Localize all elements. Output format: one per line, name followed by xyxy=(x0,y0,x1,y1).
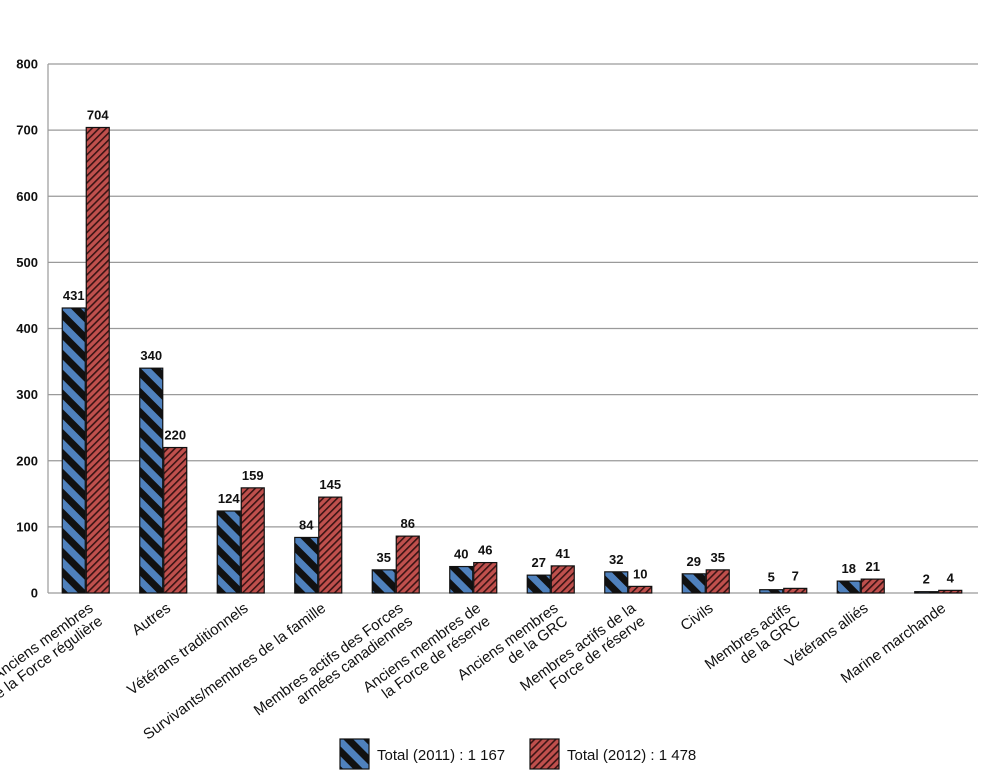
data-label: 21 xyxy=(866,559,880,574)
legend-label-2012: Total (2012) : 1 478 xyxy=(567,747,696,764)
data-label: 84 xyxy=(299,517,314,532)
bar-2012 xyxy=(240,487,265,594)
data-label: 40 xyxy=(454,547,468,562)
bar-2011 xyxy=(216,510,241,594)
data-label: 145 xyxy=(319,477,341,492)
y-tick-label: 600 xyxy=(16,189,38,204)
bar-2011 xyxy=(914,591,939,594)
bar-2012 xyxy=(85,126,110,594)
y-tick-label: 400 xyxy=(16,321,38,336)
data-label: 2 xyxy=(923,572,930,587)
x-category-label-line: Civils xyxy=(677,600,716,635)
bar-2012 xyxy=(783,587,808,594)
y-tick-label: 500 xyxy=(16,255,38,270)
bar-2011 xyxy=(449,565,474,594)
bar-2012 xyxy=(938,589,963,594)
data-label: 124 xyxy=(218,491,240,506)
bar-2012 xyxy=(860,578,885,594)
legend-label-2011: Total (2011) : 1 167 xyxy=(377,747,505,764)
data-label: 35 xyxy=(377,550,391,565)
data-label: 159 xyxy=(242,468,264,483)
bars xyxy=(61,126,963,594)
data-label: 5 xyxy=(768,570,775,585)
bar-2012 xyxy=(395,535,420,594)
bar-2012 xyxy=(705,569,730,594)
data-label: 4 xyxy=(947,570,955,585)
x-category-label: Autres xyxy=(129,600,174,639)
bar-2011 xyxy=(371,569,396,594)
data-label: 704 xyxy=(87,107,109,122)
data-label: 46 xyxy=(478,543,492,558)
x-category-label: Civils xyxy=(677,600,716,635)
data-label: 41 xyxy=(556,546,570,561)
data-label: 27 xyxy=(532,555,546,570)
data-label: 220 xyxy=(164,428,186,443)
y-tick-label: 700 xyxy=(16,123,38,138)
y-tick-label: 300 xyxy=(16,387,38,402)
data-label: 7 xyxy=(792,568,799,583)
data-label: 340 xyxy=(140,348,162,363)
data-label: 86 xyxy=(401,516,415,531)
bar-2012 xyxy=(628,585,653,594)
y-tick-label: 800 xyxy=(16,57,38,72)
bar-2011 xyxy=(681,573,706,594)
legend: Total (2011) : 1 167 Total (2012) : 1 478 xyxy=(339,738,696,770)
bar-2011 xyxy=(604,571,629,594)
bar-2011 xyxy=(139,367,164,594)
data-label: 32 xyxy=(609,552,623,567)
data-label: 18 xyxy=(842,561,856,576)
x-category-label-line: Autres xyxy=(129,600,174,639)
bar-2011 xyxy=(836,580,861,594)
bar-2011 xyxy=(759,589,784,594)
data-label: 10 xyxy=(633,566,647,581)
bar-2012 xyxy=(550,565,575,594)
bar-2012 xyxy=(163,446,188,594)
y-tick-label: 0 xyxy=(31,586,38,601)
gridlines xyxy=(48,63,978,594)
bar-2011 xyxy=(61,307,86,594)
y-tick-label: 100 xyxy=(16,519,38,534)
data-label: 35 xyxy=(711,550,725,565)
legend-swatch-2011 xyxy=(339,738,370,770)
bar-2012 xyxy=(473,561,498,594)
data-label: 431 xyxy=(63,288,85,303)
y-axis: 0 100 200 300 400 500 600 700 800 xyxy=(16,57,49,601)
bar-2012 xyxy=(318,496,343,594)
data-label: 29 xyxy=(687,554,701,569)
bar-2011 xyxy=(526,574,551,594)
x-category-label-line: Membres actifs des Forces xyxy=(251,600,407,720)
y-tick-label: 200 xyxy=(16,453,38,468)
legend-swatch-2012 xyxy=(529,738,560,770)
bar-2011 xyxy=(294,536,319,594)
